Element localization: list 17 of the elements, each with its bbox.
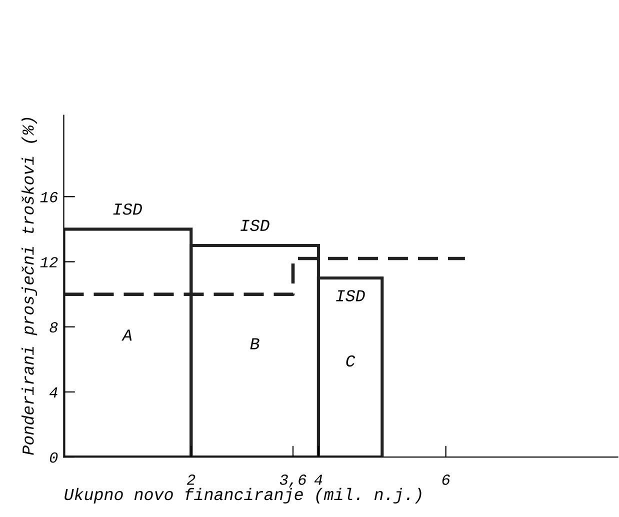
annotation: ISD (240, 220, 270, 232)
y-tick-label: 12 (40, 257, 58, 268)
annotation: ISD (113, 203, 142, 215)
y-tick-label: 16 (40, 192, 58, 202)
annotation: B (250, 338, 260, 350)
y-tick-label: 0 (50, 452, 58, 463)
x-tick-label: 2 (186, 474, 196, 485)
x-tick-label: 6 (442, 474, 450, 485)
annotation: A (122, 330, 132, 341)
x-tick-label: 3,6 (280, 474, 306, 488)
x-tick-label: 4 (314, 474, 322, 485)
y-tick-label: 4 (49, 387, 58, 398)
y-tick-label: 8 (50, 322, 58, 333)
annotation: C (346, 355, 356, 367)
annotation: ISD (336, 290, 365, 302)
y-axis-title: Ponderirani prosječni troškovi (%) (22, 118, 38, 455)
x-axis-title: Ukupno novo financiranje (mil. n.j.) (64, 488, 422, 504)
